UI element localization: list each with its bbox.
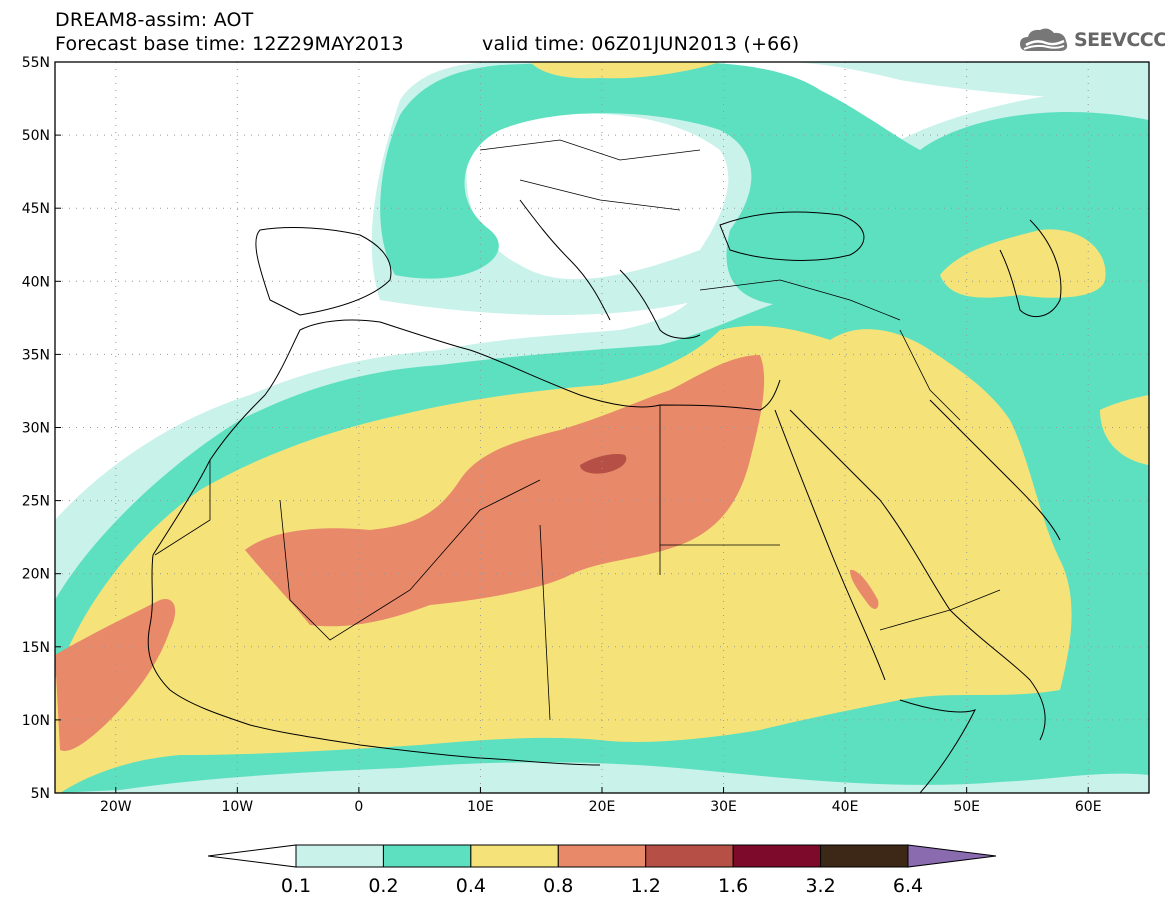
border-mali-algeria <box>279 479 541 641</box>
lon-label: 20W <box>100 799 132 815</box>
colorbar-arrow-left <box>207 844 297 868</box>
coastline-arabia <box>789 409 1046 741</box>
aot-contour-0-4-caspian <box>940 229 1106 298</box>
coastline-north-africa <box>152 319 781 556</box>
border-europe-2 <box>519 179 681 211</box>
coastline-horn <box>899 699 976 793</box>
colorbar-label: 0.8 <box>543 875 573 897</box>
coastline-red-sea <box>774 409 886 681</box>
colorbar-arrow-right <box>907 844 997 868</box>
lat-label: 10N <box>22 713 50 729</box>
lon-label: 0 <box>354 799 363 815</box>
colorbar-box <box>382 844 472 868</box>
coastline-italy <box>519 199 611 321</box>
coastline-west-africa <box>147 554 601 766</box>
lat-label: 35N <box>22 347 50 363</box>
longitude-labels: 20W 10W 0 10E 20E 30E 40E 50E 60E <box>100 787 1102 815</box>
map-title: DREAM8-assim: AOT <box>55 9 254 31</box>
border-iran-iraq <box>899 329 961 421</box>
logo-text: SEEVCCC <box>1074 29 1165 51</box>
aot-contours <box>55 62 1149 793</box>
colorbar-box <box>820 844 909 868</box>
coastline-greece <box>619 269 701 339</box>
border-turkey <box>699 279 901 321</box>
coastline-gulf <box>929 399 1061 541</box>
colorbar-label: 3.2 <box>805 875 835 897</box>
colorbar-label: 1.6 <box>718 875 748 897</box>
lat-label: 40N <box>22 274 50 290</box>
lon-label: 30E <box>710 799 737 815</box>
border-saudi-yemen <box>879 589 1001 631</box>
border-europe-1 <box>479 139 701 161</box>
border-niger-chad <box>539 524 551 721</box>
aot-contour-0-8 <box>245 355 765 627</box>
colorbar-label: 0.4 <box>456 875 486 897</box>
latitude-labels: 55N 50N 45N 40N 35N 30N 25N 20N 15N 10N 5N <box>22 55 61 802</box>
lat-label: 25N <box>22 494 50 510</box>
border-western-sahara <box>154 460 211 556</box>
aot-contour-0-2-north <box>380 62 1149 305</box>
aot-contour-0-4-north-strip <box>530 62 720 79</box>
lat-label: 45N <box>22 201 50 217</box>
colorbar-label: 6.4 <box>893 875 923 897</box>
colorbar-label: 1.2 <box>631 875 661 897</box>
lat-label: 55N <box>22 55 50 71</box>
coastline-black-sea <box>719 211 865 261</box>
lon-label: 20E <box>589 799 616 815</box>
lon-label: 50E <box>953 799 980 815</box>
aot-contour-1-2 <box>580 454 627 474</box>
colorbar-box <box>470 844 559 868</box>
aot-contour-0-8-west <box>55 599 176 751</box>
colorbar-box <box>645 844 734 868</box>
lat-label: 50N <box>22 128 50 144</box>
colorbar-label: 0.2 <box>368 875 398 897</box>
valid-time: valid time: 06Z01JUN2013 (+66) <box>482 33 800 55</box>
cloud-icon <box>1020 28 1068 51</box>
lon-label: 10E <box>467 799 494 815</box>
colorbar-label: 0.1 <box>281 875 311 897</box>
seevccc-logo: SEEVCCC <box>1018 24 1165 56</box>
coastlines <box>147 199 1062 793</box>
graticule <box>55 62 1149 793</box>
borders <box>154 139 1001 721</box>
lon-label: 40E <box>832 799 859 815</box>
colorbar-box <box>732 844 822 868</box>
colorbar-box <box>557 844 647 868</box>
lon-label: 10W <box>221 799 253 815</box>
colorbar: 0.1 0.2 0.4 0.8 1.2 1.6 3.2 6.4 <box>207 844 997 897</box>
forecast-base-time: Forecast base time: 12Z29MAY2013 <box>55 33 404 55</box>
lon-label: 60E <box>1075 799 1102 815</box>
colorbar-box <box>295 844 384 868</box>
coastline-iberia <box>255 227 392 316</box>
lat-label: 30N <box>22 421 50 437</box>
coastline-caspian <box>999 219 1062 318</box>
lat-label: 5N <box>31 786 50 802</box>
aot-contour-0-8-redsea <box>850 569 879 609</box>
lat-label: 20N <box>22 567 50 583</box>
aot-contour-0-4-east <box>1100 395 1149 465</box>
lat-label: 15N <box>22 640 50 656</box>
